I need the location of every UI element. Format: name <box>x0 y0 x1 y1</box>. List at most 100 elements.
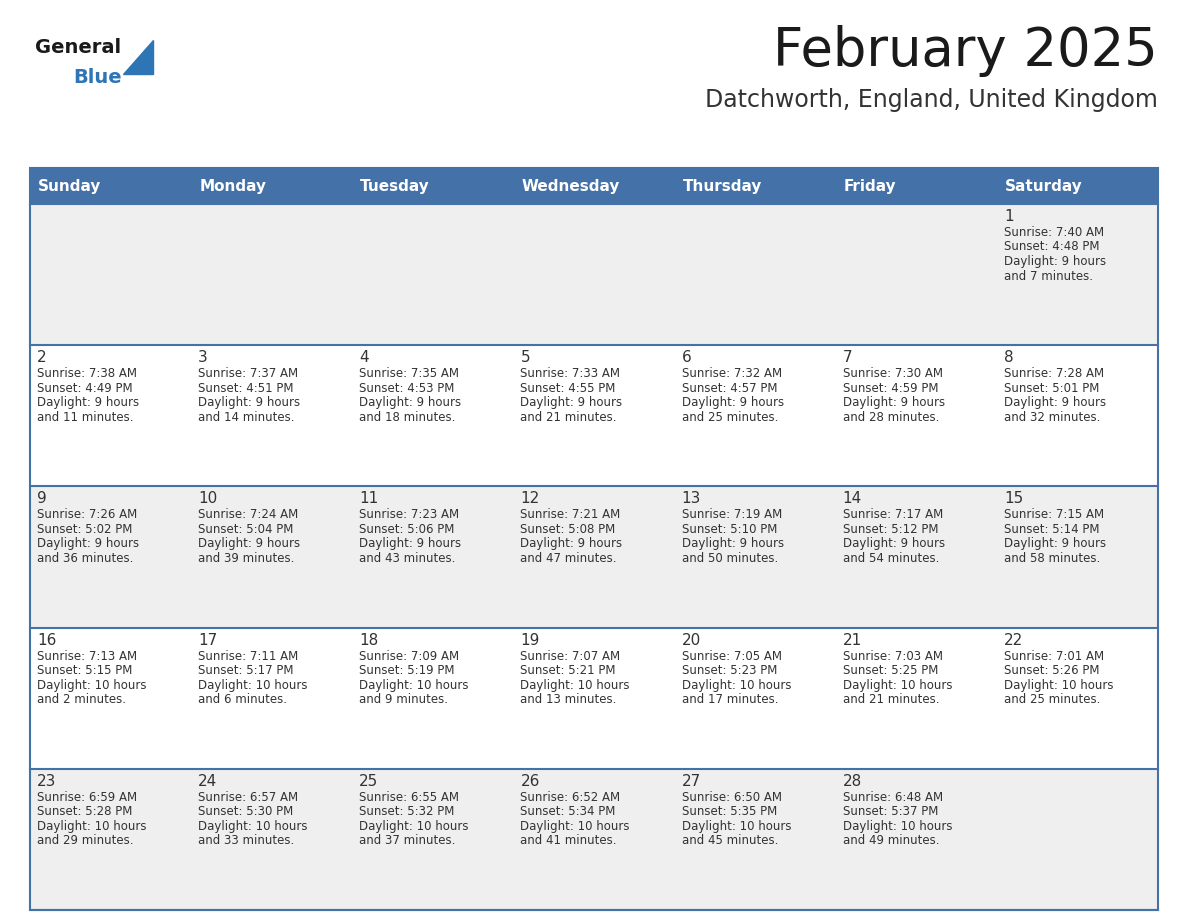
Text: Sunset: 5:10 PM: Sunset: 5:10 PM <box>682 523 777 536</box>
Text: Sunrise: 7:40 AM: Sunrise: 7:40 AM <box>1004 226 1104 239</box>
Text: Daylight: 10 hours: Daylight: 10 hours <box>359 820 469 833</box>
Text: 1: 1 <box>1004 209 1013 224</box>
Text: 18: 18 <box>359 633 379 647</box>
Text: Sunset: 4:55 PM: Sunset: 4:55 PM <box>520 382 615 395</box>
Text: and 43 minutes.: and 43 minutes. <box>359 552 456 565</box>
Text: Sunrise: 6:55 AM: Sunrise: 6:55 AM <box>359 790 460 804</box>
Text: 20: 20 <box>682 633 701 647</box>
Bar <box>30 628 1158 768</box>
Text: 11: 11 <box>359 491 379 507</box>
Text: Daylight: 9 hours: Daylight: 9 hours <box>37 397 139 409</box>
Text: and 21 minutes.: and 21 minutes. <box>842 693 940 706</box>
Text: Sunrise: 7:07 AM: Sunrise: 7:07 AM <box>520 650 620 663</box>
Text: Sunset: 5:23 PM: Sunset: 5:23 PM <box>682 664 777 677</box>
Bar <box>30 768 1158 910</box>
Text: 26: 26 <box>520 774 539 789</box>
Text: and 13 minutes.: and 13 minutes. <box>520 693 617 706</box>
Text: Sunset: 4:49 PM: Sunset: 4:49 PM <box>37 382 133 395</box>
Text: 3: 3 <box>198 350 208 365</box>
Text: Sunset: 5:04 PM: Sunset: 5:04 PM <box>198 523 293 536</box>
Text: Sunset: 4:48 PM: Sunset: 4:48 PM <box>1004 241 1099 253</box>
Text: Sunset: 5:12 PM: Sunset: 5:12 PM <box>842 523 939 536</box>
Text: and 37 minutes.: and 37 minutes. <box>359 834 456 847</box>
Text: and 45 minutes.: and 45 minutes. <box>682 834 778 847</box>
Text: Saturday: Saturday <box>1005 178 1082 194</box>
Text: Daylight: 9 hours: Daylight: 9 hours <box>359 537 461 551</box>
Text: Sunrise: 7:03 AM: Sunrise: 7:03 AM <box>842 650 943 663</box>
Text: Sunrise: 7:21 AM: Sunrise: 7:21 AM <box>520 509 620 521</box>
Text: and 11 minutes.: and 11 minutes. <box>37 410 133 424</box>
Text: Daylight: 9 hours: Daylight: 9 hours <box>682 537 784 551</box>
Text: 28: 28 <box>842 774 862 789</box>
Text: Sunset: 5:28 PM: Sunset: 5:28 PM <box>37 805 132 818</box>
Text: Daylight: 9 hours: Daylight: 9 hours <box>1004 397 1106 409</box>
Text: Sunset: 4:53 PM: Sunset: 4:53 PM <box>359 382 455 395</box>
Text: Sunset: 5:26 PM: Sunset: 5:26 PM <box>1004 664 1099 677</box>
Text: and 50 minutes.: and 50 minutes. <box>682 552 778 565</box>
Text: and 33 minutes.: and 33 minutes. <box>198 834 295 847</box>
Text: Sunrise: 6:59 AM: Sunrise: 6:59 AM <box>37 790 137 804</box>
Text: Sunrise: 7:23 AM: Sunrise: 7:23 AM <box>359 509 460 521</box>
Text: Sunrise: 7:32 AM: Sunrise: 7:32 AM <box>682 367 782 380</box>
Text: Daylight: 9 hours: Daylight: 9 hours <box>842 397 944 409</box>
Text: Daylight: 9 hours: Daylight: 9 hours <box>37 537 139 551</box>
Text: Daylight: 10 hours: Daylight: 10 hours <box>1004 678 1113 691</box>
Text: Sunrise: 7:17 AM: Sunrise: 7:17 AM <box>842 509 943 521</box>
Text: and 25 minutes.: and 25 minutes. <box>1004 693 1100 706</box>
Text: 13: 13 <box>682 491 701 507</box>
Bar <box>30 345 1158 487</box>
Text: Daylight: 10 hours: Daylight: 10 hours <box>682 820 791 833</box>
Text: Sunset: 5:15 PM: Sunset: 5:15 PM <box>37 664 132 677</box>
Text: 6: 6 <box>682 350 691 365</box>
Text: Daylight: 10 hours: Daylight: 10 hours <box>198 820 308 833</box>
Text: Sunrise: 7:30 AM: Sunrise: 7:30 AM <box>842 367 943 380</box>
Text: Daylight: 9 hours: Daylight: 9 hours <box>198 397 301 409</box>
Text: Sunrise: 7:15 AM: Sunrise: 7:15 AM <box>1004 509 1104 521</box>
Text: Tuesday: Tuesday <box>360 178 430 194</box>
Text: and 9 minutes.: and 9 minutes. <box>359 693 448 706</box>
Text: 17: 17 <box>198 633 217 647</box>
Text: Sunrise: 6:52 AM: Sunrise: 6:52 AM <box>520 790 620 804</box>
Text: General: General <box>34 38 121 57</box>
Text: and 32 minutes.: and 32 minutes. <box>1004 410 1100 424</box>
Text: Sunrise: 7:37 AM: Sunrise: 7:37 AM <box>198 367 298 380</box>
Text: Sunset: 5:02 PM: Sunset: 5:02 PM <box>37 523 132 536</box>
Bar <box>30 204 1158 345</box>
Text: Sunset: 5:35 PM: Sunset: 5:35 PM <box>682 805 777 818</box>
Text: Sunrise: 7:13 AM: Sunrise: 7:13 AM <box>37 650 137 663</box>
Text: 7: 7 <box>842 350 852 365</box>
Text: Daylight: 10 hours: Daylight: 10 hours <box>842 820 953 833</box>
Text: Daylight: 10 hours: Daylight: 10 hours <box>198 678 308 691</box>
Text: and 47 minutes.: and 47 minutes. <box>520 552 617 565</box>
Text: 15: 15 <box>1004 491 1023 507</box>
Text: Daylight: 10 hours: Daylight: 10 hours <box>842 678 953 691</box>
Text: and 29 minutes.: and 29 minutes. <box>37 834 133 847</box>
Text: and 39 minutes.: and 39 minutes. <box>198 552 295 565</box>
Text: 10: 10 <box>198 491 217 507</box>
Text: Sunset: 4:51 PM: Sunset: 4:51 PM <box>198 382 293 395</box>
Text: Sunset: 5:19 PM: Sunset: 5:19 PM <box>359 664 455 677</box>
Text: 23: 23 <box>37 774 56 789</box>
Text: February 2025: February 2025 <box>773 25 1158 77</box>
Text: Sunset: 4:59 PM: Sunset: 4:59 PM <box>842 382 939 395</box>
Text: Monday: Monday <box>200 178 266 194</box>
Text: Sunrise: 7:38 AM: Sunrise: 7:38 AM <box>37 367 137 380</box>
Text: Sunrise: 7:35 AM: Sunrise: 7:35 AM <box>359 367 460 380</box>
Text: 8: 8 <box>1004 350 1013 365</box>
Text: 9: 9 <box>37 491 46 507</box>
Text: and 41 minutes.: and 41 minutes. <box>520 834 617 847</box>
Text: Sunset: 5:17 PM: Sunset: 5:17 PM <box>198 664 293 677</box>
Text: Sunrise: 6:48 AM: Sunrise: 6:48 AM <box>842 790 943 804</box>
Text: and 25 minutes.: and 25 minutes. <box>682 410 778 424</box>
Text: Sunset: 4:57 PM: Sunset: 4:57 PM <box>682 382 777 395</box>
Text: and 17 minutes.: and 17 minutes. <box>682 693 778 706</box>
Text: Daylight: 9 hours: Daylight: 9 hours <box>1004 537 1106 551</box>
Text: and 7 minutes.: and 7 minutes. <box>1004 270 1093 283</box>
Text: Sunset: 5:37 PM: Sunset: 5:37 PM <box>842 805 939 818</box>
Text: Daylight: 10 hours: Daylight: 10 hours <box>520 678 630 691</box>
Text: Sunday: Sunday <box>38 178 101 194</box>
Text: and 18 minutes.: and 18 minutes. <box>359 410 456 424</box>
Text: 5: 5 <box>520 350 530 365</box>
Text: Sunrise: 7:26 AM: Sunrise: 7:26 AM <box>37 509 138 521</box>
Text: Sunrise: 7:11 AM: Sunrise: 7:11 AM <box>198 650 298 663</box>
